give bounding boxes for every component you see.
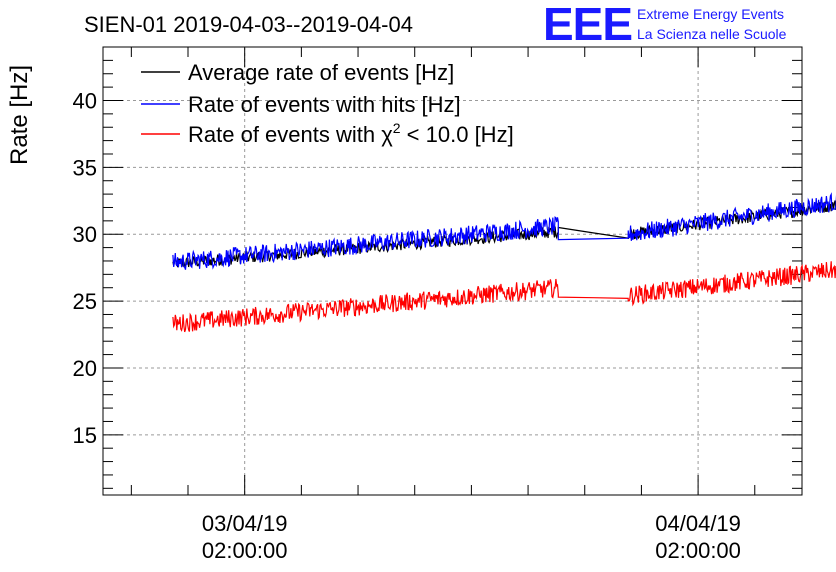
grid-lines <box>103 47 802 495</box>
eee-logo: EEE <box>543 0 632 50</box>
series-layer <box>172 192 836 333</box>
series-line-2 <box>172 261 836 333</box>
y-tick-label-25: 25 <box>73 289 97 314</box>
x-tick-date-0: 03/04/19 <box>202 511 288 536</box>
y-tick-label-40: 40 <box>73 88 97 113</box>
x-tick-time-0: 02:00:00 <box>202 538 288 563</box>
y-axis-ticks: 15 20 25 30 35 40 <box>73 88 802 448</box>
legend: Average rate of events [Hz] Rate of even… <box>141 60 514 147</box>
y-tick-label-15: 15 <box>73 423 97 448</box>
legend-label-avg: Average rate of events [Hz] <box>188 60 454 85</box>
y-axis-label: Rate [Hz] <box>6 65 33 165</box>
y-tick-label-30: 30 <box>73 222 97 247</box>
legend-label-hits: Rate of events with hits [Hz] <box>188 92 461 117</box>
chart-title: SIEN-01 2019-04-03--2019-04-04 <box>84 12 413 37</box>
minor-ticks <box>103 46 802 495</box>
x-tick-time-1: 02:00:00 <box>655 538 741 563</box>
y-tick-label-20: 20 <box>73 356 97 381</box>
y-tick-label-35: 35 <box>73 155 97 180</box>
legend-label-chi2: Rate of events with χ2 < 10.0 [Hz] <box>188 120 514 147</box>
logo-subtitle-2: La Scienza nelle Scuole <box>637 26 787 42</box>
series-line-1 <box>172 192 836 270</box>
logo-subtitle-1: Extreme Energy Events <box>637 6 784 22</box>
x-tick-date-1: 04/04/19 <box>655 511 741 536</box>
